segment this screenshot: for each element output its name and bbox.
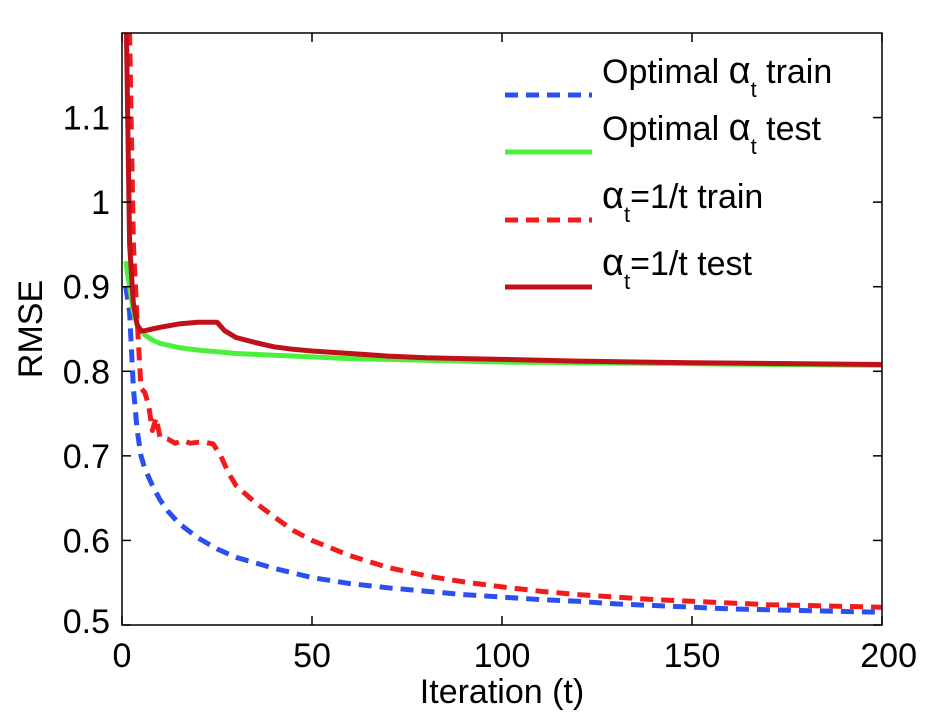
x-tick-label: 100 (474, 637, 531, 675)
legend-label-suffix: test (757, 110, 822, 148)
legend-label-opt_test: Optimal αt test (602, 107, 821, 159)
x-tick-label: 0 (113, 637, 132, 675)
series-line-opt_train (123, 286, 882, 615)
legend-label-opt_train: Optimal αt train (602, 50, 832, 102)
legend-label-inv_test: αt=1/t test (602, 242, 753, 294)
legend-greek-alpha: α (602, 242, 624, 284)
series-line-opt_test (123, 260, 882, 368)
legend-label-suffix: train (757, 53, 833, 91)
series-line-inv_test (123, 33, 882, 367)
legend-subscript: t (624, 269, 630, 294)
y-tick-label: 0.6 (63, 522, 110, 560)
axis-ticks (121, 33, 883, 626)
legend-subscript: t (751, 77, 757, 102)
y-tick-label: 0.5 (63, 603, 110, 641)
legend-greek-alpha: α (729, 107, 751, 149)
x-tick-label: 200 (860, 637, 917, 675)
x-tick-label: 50 (293, 637, 331, 675)
y-tick-label: 1 (91, 184, 110, 222)
legend-greek-alpha: α (602, 175, 624, 217)
legend-label-inv_train: αt=1/t train (602, 175, 763, 227)
series-line-inv_train (127, 33, 882, 610)
x-axis-tick-labels: 0 50 100 150 200 (113, 637, 917, 675)
y-tick-label: 1.1 (63, 100, 110, 138)
y-tick-label: 0.7 (63, 438, 110, 476)
legend-label-prefix: Optimal (602, 53, 729, 91)
y-axis-tick-labels: 0.5 0.6 0.7 0.8 0.9 1 1.1 (63, 100, 110, 641)
legend-subscript: t (751, 134, 757, 159)
legend-label-suffix: =1/t train (630, 178, 763, 216)
series-layer (123, 33, 882, 615)
legend-label-prefix: Optimal (602, 110, 729, 148)
y-tick-label: 0.9 (63, 269, 110, 307)
x-axis-title: Iteration (t) (420, 673, 584, 711)
legend-subscript: t (624, 202, 630, 227)
y-axis-title: RMSE (12, 280, 50, 378)
legend-label-suffix: =1/t test (630, 245, 752, 283)
y-tick-label: 0.8 (63, 353, 110, 391)
legend-greek-alpha: α (729, 50, 751, 92)
x-tick-label: 150 (664, 637, 721, 675)
